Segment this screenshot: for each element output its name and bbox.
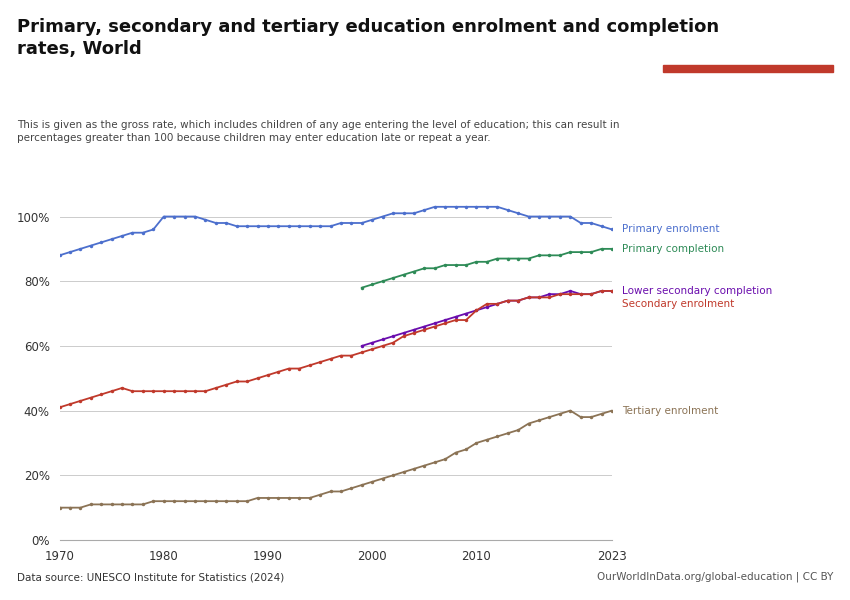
Text: Our World: Our World: [717, 28, 779, 38]
Bar: [663, 65, 833, 72]
Text: Lower secondary completion: Lower secondary completion: [622, 286, 773, 296]
Text: Tertiary enrolment: Tertiary enrolment: [622, 406, 718, 416]
Text: OurWorldInData.org/global-education | CC BY: OurWorldInData.org/global-education | CC…: [597, 571, 833, 582]
Text: Primary, secondary and tertiary education enrolment and completion
rates, World: Primary, secondary and tertiary educatio…: [17, 18, 719, 58]
Text: Data source: UNESCO Institute for Statistics (2024): Data source: UNESCO Institute for Statis…: [17, 572, 284, 582]
Text: This is given as the gross rate, which includes children of any age entering the: This is given as the gross rate, which i…: [17, 120, 620, 143]
Text: Secondary enrolment: Secondary enrolment: [622, 299, 734, 309]
Text: Primary completion: Primary completion: [622, 244, 724, 254]
Text: in Data: in Data: [726, 48, 770, 58]
Text: Primary enrolment: Primary enrolment: [622, 224, 720, 235]
